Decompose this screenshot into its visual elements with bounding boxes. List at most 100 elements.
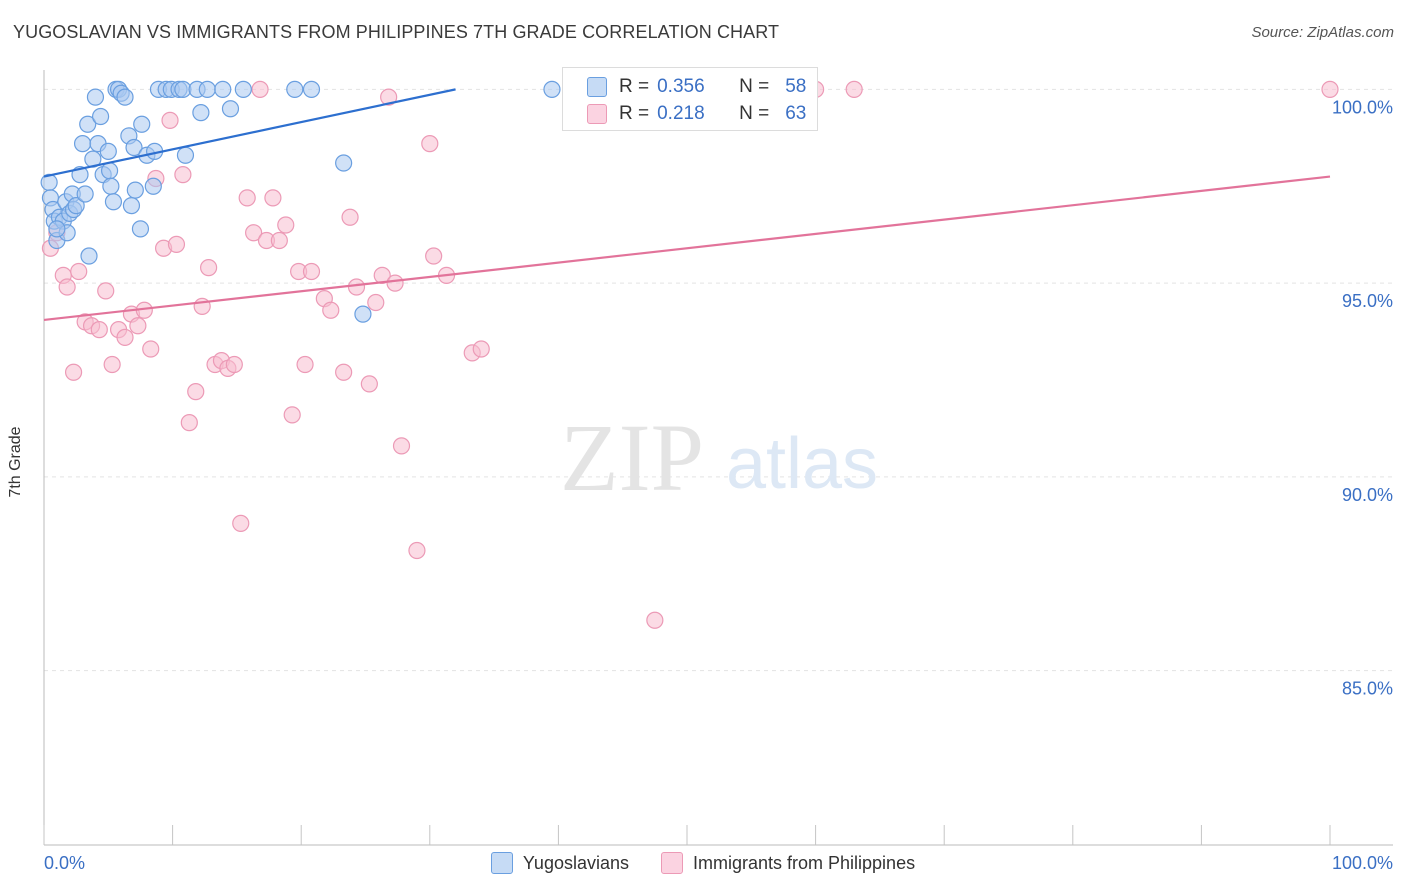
trend-line-yugoslavians bbox=[43, 88, 456, 178]
chart-title: YUGOSLAVIAN VS IMMIGRANTS FROM PHILIPPIN… bbox=[13, 22, 780, 42]
axes bbox=[43, 70, 1393, 846]
data-point-yugoslavians bbox=[79, 115, 97, 133]
data-point-philippines bbox=[646, 611, 664, 629]
tick-labels: 85.0% 90.0% 95.0% 100.0% 0.0% 100.0% bbox=[44, 97, 1393, 873]
y-tick-label: 95.0% bbox=[1342, 291, 1393, 311]
data-point-philippines bbox=[232, 514, 250, 532]
data-point-yugoslavians bbox=[198, 80, 216, 98]
data-point-yugoslavians bbox=[214, 80, 232, 98]
data-point-yugoslavians bbox=[122, 197, 141, 215]
data-point-philippines bbox=[322, 301, 340, 319]
data-point-philippines bbox=[161, 111, 179, 129]
data-point-yugoslavians bbox=[133, 115, 151, 133]
data-point-yugoslavians bbox=[100, 162, 119, 180]
data-point-yugoslavians bbox=[192, 104, 210, 122]
data-point-philippines bbox=[97, 282, 115, 300]
data-point-yugoslavians bbox=[286, 80, 304, 98]
legend-swatch-blue bbox=[490, 852, 513, 874]
data-point-yugoslavians bbox=[48, 220, 66, 238]
data-point-philippines bbox=[386, 274, 404, 292]
data-point-philippines bbox=[58, 278, 76, 296]
data-point-yugoslavians bbox=[99, 142, 117, 160]
watermark-zip: ZIP bbox=[560, 404, 704, 511]
data-point-yugoslavians bbox=[80, 247, 98, 265]
data-point-philippines bbox=[64, 363, 83, 381]
legend-swatch-pink bbox=[587, 104, 607, 124]
data-point-philippines bbox=[142, 340, 160, 358]
legend-item-philippines: Immigrants from Philippines bbox=[661, 852, 915, 874]
data-point-philippines bbox=[296, 355, 314, 374]
data-point-philippines bbox=[408, 541, 426, 560]
data-point-philippines bbox=[270, 231, 288, 250]
data-point-philippines bbox=[277, 216, 295, 234]
legend-n-label: N = bbox=[739, 103, 770, 124]
data-point-philippines bbox=[129, 317, 147, 335]
data-point-philippines bbox=[245, 224, 263, 242]
y-tick-label: 100.0% bbox=[1332, 97, 1393, 117]
data-point-yugoslavians bbox=[302, 80, 321, 98]
trend-line-philippines bbox=[43, 175, 1331, 322]
data-point-philippines bbox=[341, 208, 359, 226]
data-point-philippines bbox=[392, 437, 411, 455]
legend-n-value: 63 bbox=[785, 103, 807, 124]
legend-n-value: 58 bbox=[785, 76, 807, 97]
data-point-philippines bbox=[845, 80, 863, 98]
legend-swatch-pink bbox=[661, 852, 683, 874]
data-point-yugoslavians bbox=[543, 80, 561, 98]
data-point-yugoslavians bbox=[335, 154, 353, 172]
legend-item-yugoslavians: Yugoslavians bbox=[490, 852, 629, 874]
data-point-yugoslavians bbox=[76, 185, 94, 203]
data-point-philippines bbox=[425, 247, 443, 265]
y-tick-label: 90.0% bbox=[1342, 485, 1393, 505]
data-point-philippines bbox=[174, 166, 192, 184]
data-point-yugoslavians bbox=[131, 220, 150, 238]
data-point-philippines bbox=[200, 259, 218, 277]
data-point-yugoslavians bbox=[67, 197, 85, 215]
data-point-philippines bbox=[347, 278, 366, 296]
data-point-philippines bbox=[187, 383, 205, 401]
data-point-philippines bbox=[116, 328, 134, 346]
data-point-yugoslavians bbox=[234, 80, 252, 98]
data-point-philippines bbox=[1321, 80, 1339, 98]
legend-n-label: N = bbox=[739, 76, 770, 97]
series-legend: Yugoslavians Immigrants from Philippines bbox=[0, 852, 1406, 874]
data-point-yugoslavians bbox=[126, 181, 144, 199]
data-point-philippines bbox=[472, 340, 490, 358]
legend-swatch-blue bbox=[587, 77, 607, 97]
legend-r-value: 0.218 bbox=[657, 103, 705, 124]
source-label: Source: ZipAtlas.com bbox=[1251, 24, 1394, 41]
y-tick-label: 85.0% bbox=[1342, 679, 1393, 699]
data-point-yugoslavians bbox=[104, 193, 123, 211]
data-point-yugoslavians bbox=[40, 173, 58, 191]
data-point-philippines bbox=[367, 293, 385, 312]
data-point-philippines bbox=[180, 414, 198, 432]
legend-r-label: R = bbox=[619, 76, 650, 97]
watermark: ZIP atlas bbox=[560, 404, 878, 511]
data-point-philippines bbox=[302, 262, 321, 281]
data-point-yugoslavians bbox=[73, 135, 92, 153]
data-point-philippines bbox=[373, 266, 391, 284]
correlation-legend: R = 0.356 N = 58 R = 0.218 N = 63 bbox=[562, 67, 818, 131]
trend-lines bbox=[43, 88, 1331, 322]
data-point-philippines bbox=[70, 262, 88, 281]
x-tick-label: 100.0% bbox=[1332, 853, 1393, 873]
data-point-philippines bbox=[360, 375, 378, 393]
data-point-yugoslavians bbox=[86, 88, 105, 106]
data-point-yugoslavians bbox=[91, 107, 110, 126]
legend-r-value: 0.356 bbox=[657, 76, 705, 97]
data-point-yugoslavians bbox=[116, 88, 134, 106]
data-point-yugoslavians bbox=[221, 100, 240, 118]
legend-r-label: R = bbox=[619, 103, 650, 124]
data-point-yugoslavians bbox=[176, 146, 195, 164]
x-tick-label: 0.0% bbox=[44, 853, 85, 873]
data-point-philippines bbox=[251, 80, 269, 98]
data-point-philippines bbox=[103, 355, 121, 374]
data-point-yugoslavians bbox=[144, 177, 162, 195]
data-point-yugoslavians bbox=[125, 138, 143, 157]
data-point-philippines bbox=[335, 363, 353, 381]
data-point-philippines bbox=[90, 321, 108, 339]
data-point-philippines bbox=[264, 189, 282, 207]
watermark-atlas: atlas bbox=[726, 424, 878, 504]
series-philippines-points bbox=[41, 80, 1339, 629]
